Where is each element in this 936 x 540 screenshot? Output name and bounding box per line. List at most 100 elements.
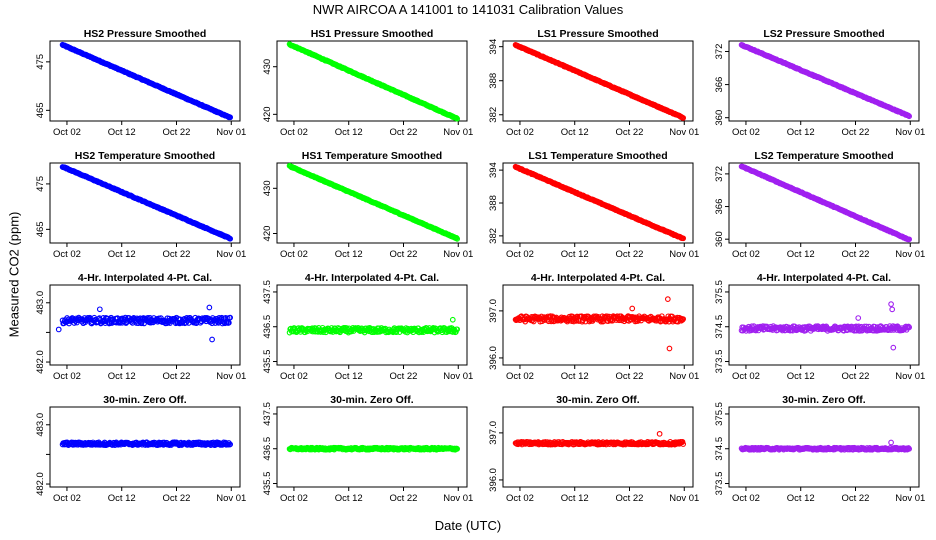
y-tick-label: 430 bbox=[262, 59, 273, 75]
x-tick-label: Oct 02 bbox=[732, 249, 760, 260]
y-tick-label: 366 bbox=[714, 199, 725, 215]
y-tick-label: 420 bbox=[262, 226, 273, 242]
y-tick-label: 374.5 bbox=[714, 437, 725, 461]
y-tick-label: 430 bbox=[262, 180, 273, 196]
series-points bbox=[286, 316, 461, 336]
panel-title: LS2 Pressure Smoothed bbox=[763, 28, 884, 40]
y-tick-label: 435.5 bbox=[262, 472, 273, 496]
y-tick-label: 482.0 bbox=[35, 350, 46, 374]
panel-title: HS1 Pressure Smoothed bbox=[311, 28, 434, 40]
y-tick-label: 465 bbox=[35, 221, 46, 237]
data-point bbox=[227, 235, 234, 242]
panel-5: HS2 Temperature Smoothed Oct 02 Oct 12 Oct … bbox=[35, 150, 246, 260]
data-point bbox=[905, 112, 912, 119]
series-points bbox=[286, 162, 461, 242]
x-tick-label: Nov 01 bbox=[669, 371, 699, 382]
outlier-point bbox=[629, 305, 636, 312]
panel-title: 4-Hr. Interpolated 4-Pt. Cal. bbox=[757, 272, 891, 284]
y-tick-label: 465 bbox=[35, 102, 46, 118]
x-tick-label: Oct 02 bbox=[506, 371, 534, 382]
x-tick-label: Oct 02 bbox=[280, 493, 308, 504]
x-tick-label: Nov 01 bbox=[443, 371, 473, 382]
panel-frame bbox=[728, 162, 920, 244]
y-tick-label: 437.5 bbox=[262, 280, 273, 304]
x-tick-label: Oct 22 bbox=[162, 127, 190, 138]
series-points bbox=[512, 430, 687, 448]
panel-frame bbox=[49, 162, 241, 244]
panel-title: HS1 Temperature Smoothed bbox=[302, 150, 442, 162]
panel-9: 4-Hr. Interpolated 4-Pt. Cal. Oct 02 Oct 1… bbox=[35, 272, 246, 382]
y-tick-label: 436.5 bbox=[262, 315, 273, 339]
x-tick-label: Oct 22 bbox=[389, 493, 417, 504]
x-tick-label: Oct 12 bbox=[335, 127, 363, 138]
panel-title: HS2 Pressure Smoothed bbox=[84, 28, 207, 40]
x-tick-label: Oct 02 bbox=[506, 127, 534, 138]
y-tick-label: 475 bbox=[35, 54, 46, 70]
data-point bbox=[906, 236, 913, 243]
x-tick-label: Nov 01 bbox=[669, 493, 699, 504]
series-points bbox=[512, 296, 687, 352]
data-point bbox=[454, 236, 461, 242]
panel-title: LS2 Temperature Smoothed bbox=[754, 150, 893, 162]
x-tick-label: Oct 22 bbox=[841, 127, 869, 138]
panel-title: 30-min. Zero Off. bbox=[103, 394, 187, 406]
panel-title: 4-Hr. Interpolated 4-Pt. Cal. bbox=[305, 272, 439, 284]
y-tick-label: 375.5 bbox=[714, 402, 725, 426]
panel-10: 4-Hr. Interpolated 4-Pt. Cal. Oct 02 Oct 1… bbox=[262, 272, 473, 382]
panel-title: HS2 Temperature Smoothed bbox=[75, 150, 215, 162]
x-tick-label: Nov 01 bbox=[895, 127, 925, 138]
y-tick-label: 382 bbox=[488, 107, 499, 123]
y-tick-label: 396.0 bbox=[488, 468, 499, 492]
x-tick-label: Oct 12 bbox=[787, 127, 815, 138]
panel-12: 4-Hr. Interpolated 4-Pt. Cal. Oct 02 Oct 1… bbox=[714, 272, 925, 382]
y-tick-label: 420 bbox=[262, 106, 273, 122]
x-tick-label: Oct 12 bbox=[335, 493, 363, 504]
x-tick-label: Oct 02 bbox=[506, 249, 534, 260]
x-tick-label: Oct 02 bbox=[53, 493, 81, 504]
x-tick-label: Oct 22 bbox=[841, 371, 869, 382]
panel-title: 30-min. Zero Off. bbox=[556, 394, 640, 406]
data-point bbox=[227, 114, 234, 121]
panel-frame bbox=[728, 40, 920, 122]
panel-frame bbox=[49, 40, 241, 122]
x-tick-label: Oct 12 bbox=[787, 249, 815, 260]
x-tick-label: Oct 02 bbox=[732, 493, 760, 504]
x-tick-label: Oct 22 bbox=[615, 493, 643, 504]
outlier-point bbox=[890, 344, 897, 351]
series-points bbox=[59, 164, 234, 242]
outlier-point bbox=[55, 326, 62, 333]
x-tick-label: Nov 01 bbox=[216, 493, 246, 504]
panel-4: LS2 Pressure Smoothed Oct 02 Oct 12 Oct 22 N… bbox=[714, 28, 925, 138]
x-tick-label: Oct 12 bbox=[561, 249, 589, 260]
y-tick-label: 388 bbox=[488, 195, 499, 211]
x-tick-label: Oct 12 bbox=[108, 493, 136, 504]
x-tick-label: Oct 22 bbox=[389, 249, 417, 260]
panel-14: 30-min. Zero Off. Oct 02 Oct 12 Oct 22 Nov 0… bbox=[262, 394, 473, 504]
y-tick-label: 373.5 bbox=[714, 350, 725, 374]
y-tick-label: 372 bbox=[714, 44, 725, 60]
outlier-point bbox=[666, 345, 673, 352]
series-points bbox=[59, 41, 234, 121]
x-tick-label: Oct 12 bbox=[787, 493, 815, 504]
y-tick-label: 374.5 bbox=[714, 315, 725, 339]
panel-2: HS1 Pressure Smoothed Oct 02 Oct 12 Oct 22 N… bbox=[262, 28, 473, 138]
outlier-point bbox=[889, 306, 896, 313]
panel-7: LS1 Temperature Smoothed Oct 02 Oct 12 Oct … bbox=[488, 150, 699, 260]
series-points bbox=[55, 304, 234, 343]
x-tick-label: Oct 22 bbox=[615, 371, 643, 382]
x-tick-label: Oct 02 bbox=[732, 371, 760, 382]
panel-11: 4-Hr. Interpolated 4-Pt. Cal. Oct 02 Oct 1… bbox=[488, 272, 699, 382]
panel-title: 30-min. Zero Off. bbox=[330, 394, 414, 406]
x-tick-label: Nov 01 bbox=[216, 371, 246, 382]
y-tick-label: 482.0 bbox=[35, 472, 46, 496]
y-tick-label: 373.5 bbox=[714, 472, 725, 496]
outlier-point bbox=[209, 336, 215, 343]
x-tick-label: Oct 12 bbox=[561, 127, 589, 138]
panel-frame bbox=[502, 284, 694, 366]
data-point bbox=[454, 115, 461, 122]
panel-15: 30-min. Zero Off. Oct 02 Oct 12 Oct 22 Nov 0… bbox=[488, 394, 699, 504]
series-points bbox=[738, 163, 913, 243]
x-tick-label: Nov 01 bbox=[895, 493, 925, 504]
x-tick-label: Oct 22 bbox=[841, 493, 869, 504]
